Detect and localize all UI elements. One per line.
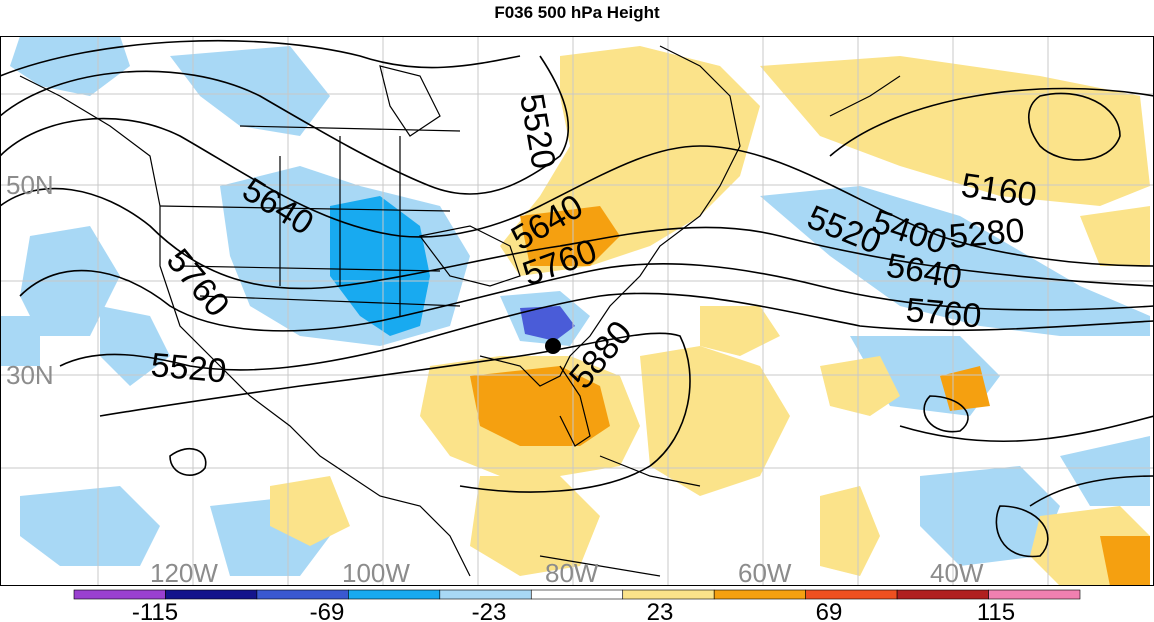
lon-label: 60W <box>738 558 792 586</box>
contour-label: 5280 <box>947 212 1026 256</box>
colorbar-tick-label: 23 <box>647 599 674 622</box>
map-title: F036 500 hPa Height <box>494 3 660 22</box>
colorbar-tick-label: 115 <box>977 599 1015 622</box>
colorbar-swatch <box>896 589 989 600</box>
lat-lon-grid <box>0 36 1154 586</box>
lon-label: 100W <box>342 558 410 586</box>
lon-label: 80W <box>545 558 599 586</box>
colorbar-swatch <box>713 589 806 600</box>
height-contours <box>0 39 1154 558</box>
lat-label: 30N <box>6 360 54 390</box>
colorbar: -115 -69 -23 23 69 115 <box>73 589 1081 622</box>
positive-anomaly-areas <box>270 46 1150 586</box>
colorbar-swatch <box>530 589 624 600</box>
colorbar-swatch <box>988 589 1081 600</box>
colorbar-swatch <box>73 589 166 600</box>
colorbar-tick-label: -69 <box>310 599 345 622</box>
lon-label: 40W <box>930 558 984 586</box>
colorbar-swatch <box>805 589 898 600</box>
contour-label: 5760 <box>904 291 983 335</box>
lon-label: 120W <box>150 558 218 586</box>
storm-center-marker <box>545 338 561 354</box>
colorbar-swatches <box>73 589 1081 600</box>
colorbar-swatch <box>348 589 441 600</box>
colorbar-swatch <box>165 589 258 600</box>
colorbar-swatch <box>622 589 715 600</box>
coastlines <box>19 45 901 577</box>
weather-map: 5520 5640 5760 5520 5640 5760 5880 5160 … <box>0 36 1154 586</box>
colorbar-swatch <box>256 589 349 600</box>
colorbar-swatch <box>439 589 532 600</box>
colorbar-tick-label: 69 <box>816 599 843 622</box>
lat-label: 50N <box>6 170 54 200</box>
contour-label: 5520 <box>149 346 228 390</box>
colorbar-tick-label: -23 <box>472 599 507 622</box>
colorbar-tick-label: -115 <box>132 599 178 622</box>
